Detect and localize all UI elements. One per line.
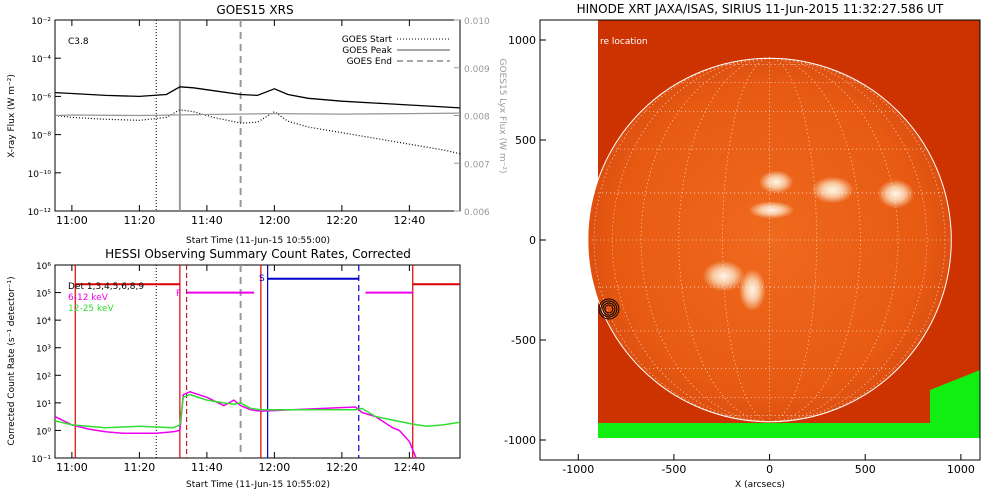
hessi-series-6-12-keV [54, 391, 417, 459]
hessi-y-axis-label: Corrected Count Rate (s⁻¹ detector⁻¹) [7, 276, 17, 445]
goes-y-tick-label: 10⁻² [31, 17, 51, 27]
goes-x-tick-label: 12:40 [394, 214, 426, 227]
goes-x-tick-label: 11:00 [56, 214, 88, 227]
xrt-bright-region [877, 179, 915, 209]
hessi-y-tick-label: 10¹ [36, 400, 51, 410]
xrt-image [540, 20, 980, 460]
hessi-y-tick-label: 10⁶ [36, 262, 51, 272]
hessi-x-tick-label: 11:40 [191, 461, 223, 474]
goes-x-tick-label: 12:20 [326, 214, 358, 227]
xrt-flare-contour [602, 302, 616, 316]
hessi-y-tick-label: 10⁴ [36, 317, 51, 327]
hessi-title: HESSI Observing Summary Count Rates, Cor… [105, 247, 411, 261]
goes-y-tick-label: 10⁻¹² [28, 208, 52, 218]
xrt-panel: HINODE XRT JAXA/ISAS, SIRIUS 11-Jun-2015… [504, 2, 981, 490]
hessi-x-tick-label: 12:40 [394, 461, 426, 474]
xrt-longitude-line [769, 57, 928, 423]
goes-y-tick-label: 10⁻⁴ [31, 55, 51, 65]
goes-x-tick-label: 12:00 [259, 214, 291, 227]
goes-y2-tick-label: 0.006 [464, 208, 490, 218]
xrt-bright-region [811, 176, 854, 204]
goes-x-tick-label: 11:20 [124, 214, 156, 227]
goes-y2-tick-label: 0.007 [464, 160, 490, 170]
xrt-x-tick-label: 1000 [947, 463, 975, 476]
xrt-solar-limb [587, 57, 952, 423]
xrt-heliographic-grid [587, 57, 952, 423]
hessi-plot-frame [54, 264, 461, 459]
xrt-flare-contour [604, 304, 614, 314]
goes-x-axis-label: Start Time (11-Jun-15 10:55:00) [186, 236, 330, 246]
xrt-title: HINODE XRT JAXA/ISAS, SIRIUS 11-Jun-2015… [577, 2, 944, 16]
goes-y2-axis-label: GOES15 Lyx Flux (W m⁻²) [497, 59, 507, 174]
goes-y-axis-label: X-ray Flux (W m⁻²) [7, 74, 17, 158]
xrt-bright-region [738, 268, 766, 312]
xrt-longitude-line [593, 57, 770, 423]
goes-series-long [54, 86, 461, 109]
goes-x-tick-label: 11:40 [191, 214, 223, 227]
xrt-y-tick-label: 1000 [508, 34, 536, 47]
hessi-y-tick-label: 10² [36, 372, 51, 382]
xrt-missing-data-corner [930, 370, 980, 438]
xrt-x-tick-label: 0 [766, 463, 773, 476]
goes-class-label: C3.8 [68, 37, 89, 47]
xrt-longitude-line [769, 57, 861, 423]
xrt-x-tick-label: -1000 [562, 463, 594, 476]
xrt-longitude-line [640, 57, 770, 423]
xrt-x-axis-label: X (arcsecs) [735, 480, 785, 490]
xrt-y-tick-label: -500 [511, 334, 536, 347]
hessi-legend: Det 1,3,4,5,6,8,9 6-12 keV 12-25 keV [68, 282, 144, 314]
hessi-y-tick-label: 10³ [36, 345, 51, 355]
legend-goes-start: GOES Start [342, 35, 393, 45]
legend-goes-peak: GOES Peak [342, 46, 392, 56]
goes-y-tick-label: 10⁻¹⁰ [28, 170, 52, 180]
xrt-y-tick-label: 500 [515, 134, 536, 147]
xrt-x-tick-label: -500 [661, 463, 686, 476]
hessi-x-tick-label: 12:20 [326, 461, 358, 474]
hessi-x-tick-label: 12:00 [259, 461, 291, 474]
xrt-bright-regions [702, 170, 915, 312]
xrt-longitude-line [611, 57, 770, 423]
xrt-x-tick-label: 500 [855, 463, 876, 476]
hessi-panel: HESSI Observing Summary Count Rates, Cor… [7, 247, 461, 490]
xrt-longitude-line [769, 57, 899, 423]
hessi-y-tick-label: 10⁰ [36, 427, 51, 437]
xrt-flare-contour [598, 298, 620, 320]
goes-y2-tick-label: 0.010 [464, 17, 490, 27]
goes-legend: GOES Start GOES Peak GOES End [342, 35, 450, 67]
goes-series-Lyx [54, 112, 461, 117]
xrt-missing-data-strip [598, 423, 980, 438]
xrt-bright-region [759, 170, 794, 194]
xrt-longitude-line [769, 57, 946, 423]
xrt-flare-contour [600, 300, 618, 318]
hessi-x-axis-label: Start Time (11-Jun-15 10:55:02) [186, 480, 330, 490]
hessi-series-12-25-keV [54, 393, 461, 429]
xrt-annotation: re location [600, 37, 648, 47]
xrt-bright-region [702, 260, 745, 292]
xrt-y-tick-label: -1000 [504, 434, 536, 447]
goes-title: GOES15 XRS [216, 3, 293, 17]
legend-hessi-detectors: Det 1,3,4,5,6,8,9 [68, 282, 144, 292]
xrt-flare-contours [598, 298, 620, 320]
hessi-x-tick-label: 11:00 [56, 461, 88, 474]
goes-y2-tick-label: 0.008 [464, 113, 490, 123]
goes-panel: GOES15 XRS 11:00 11:20 11:40 12:00 12:20 12:4… [7, 3, 507, 246]
hessi-flag-s: S [259, 274, 265, 284]
xrt-bright-region [748, 201, 795, 219]
xrt-longitude-line [678, 57, 770, 423]
hessi-y-tick-label: 10⁵ [36, 290, 51, 300]
hessi-x-tick-label: 11:20 [124, 461, 156, 474]
hessi-flag-f: F [176, 289, 181, 299]
xrt-y-tick-label: 0 [529, 234, 536, 247]
hessi-y-tick-label: 10⁻¹ [31, 455, 51, 465]
legend-goes-end: GOES End [347, 57, 392, 67]
goes-series-short [54, 109, 461, 155]
goes-y2-tick-label: 0.009 [464, 65, 490, 75]
legend-hessi-12-25kev: 12-25 keV [68, 304, 114, 314]
legend-hessi-6-12kev: 6-12 keV [68, 293, 109, 303]
goes-y-tick-label: 10⁻⁶ [31, 93, 51, 103]
goes-y-tick-label: 10⁻⁸ [31, 132, 51, 142]
